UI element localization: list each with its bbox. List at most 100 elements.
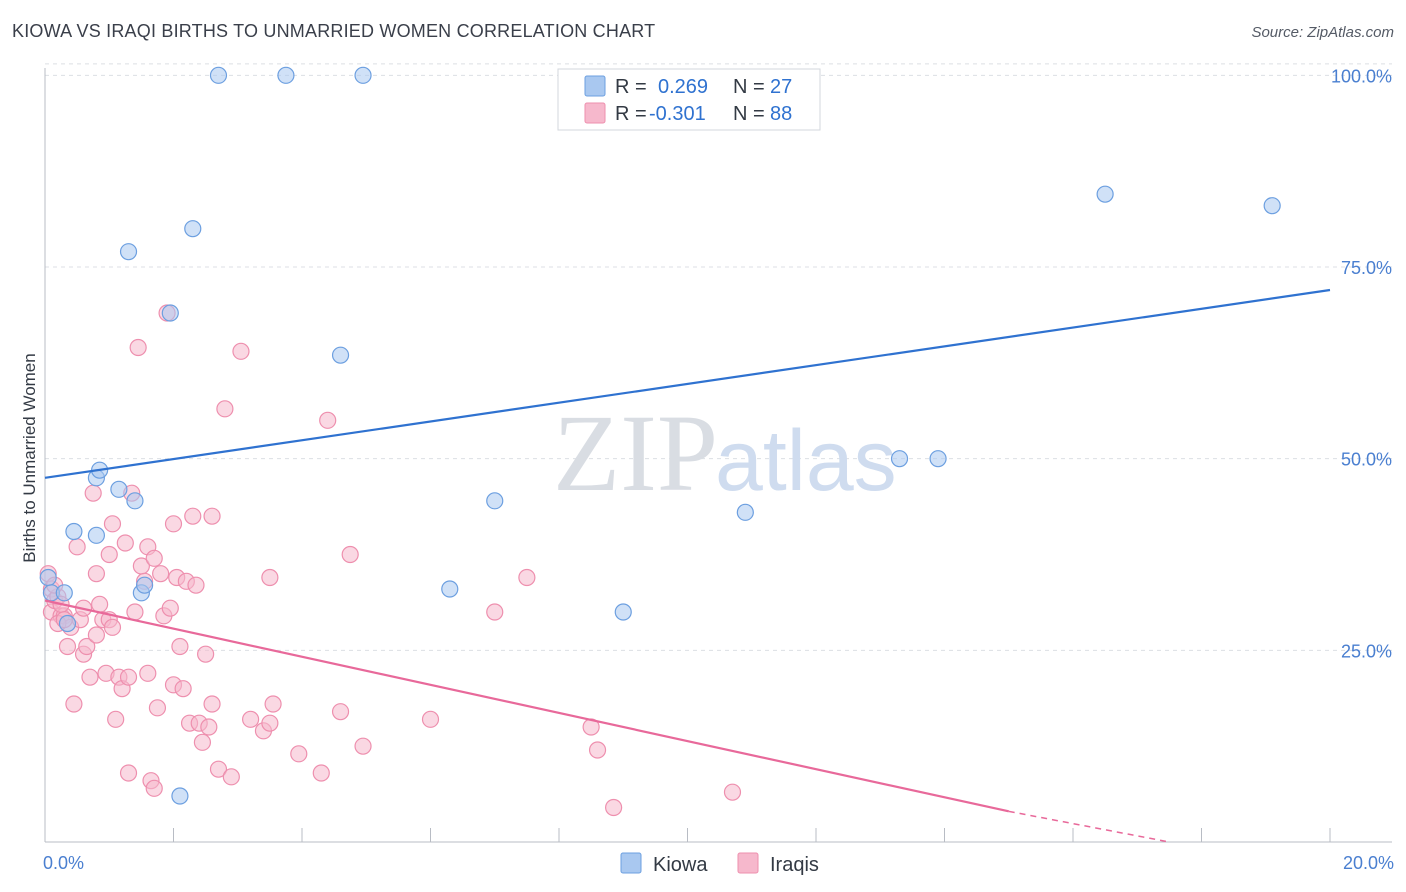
iraqi-point bbox=[84, 484, 102, 502]
iraqi-point bbox=[107, 710, 125, 728]
y-tick-label: 100.0% bbox=[1331, 66, 1392, 86]
iraqi-point bbox=[723, 783, 742, 801]
points-layer bbox=[39, 66, 1281, 817]
iraqi-point bbox=[119, 668, 138, 686]
kiowa-point bbox=[929, 450, 947, 468]
kiowa-point bbox=[65, 522, 83, 541]
iraqi-point bbox=[261, 714, 279, 732]
kiowa-point bbox=[1096, 185, 1114, 203]
iraqi-point bbox=[129, 338, 147, 357]
iraqi-point bbox=[486, 603, 504, 621]
iraqi-point bbox=[174, 680, 192, 698]
trend-layer bbox=[44, 288, 1331, 843]
kiowa-point bbox=[441, 580, 459, 598]
iraqi-point bbox=[209, 760, 228, 778]
bottom-legend-label-kiowa: Kiowa bbox=[653, 854, 708, 876]
iraqi-point bbox=[65, 695, 83, 713]
iraqi-point bbox=[68, 538, 86, 556]
iraqi-point bbox=[354, 737, 372, 755]
watermark-zip-text: ZIP bbox=[553, 392, 718, 514]
axis-layer: 25.0% 50.0% 75.0% 100.0% 0.0% 20.0% bbox=[43, 66, 1394, 873]
iraqi-point bbox=[242, 710, 260, 728]
kiowa-point bbox=[161, 304, 179, 322]
iraqi-point bbox=[126, 603, 144, 621]
iraqi-point bbox=[139, 664, 157, 682]
y-tick-label: 50.0% bbox=[1341, 450, 1392, 470]
kiowa-point bbox=[486, 492, 504, 510]
iraqi-point bbox=[116, 534, 134, 552]
bottom-legend-swatch-kiowa bbox=[620, 852, 642, 874]
iraqi-point bbox=[203, 695, 221, 713]
iraqi-point bbox=[312, 764, 330, 782]
bottom-legend-label-iraqi: Iraqis bbox=[770, 854, 819, 876]
legend-n-label-iraqi: N = bbox=[733, 103, 765, 125]
iraqi-trend-line bbox=[44, 599, 1009, 813]
iraqi-point bbox=[161, 599, 179, 617]
kiowa-point bbox=[55, 584, 73, 602]
iraqi-point bbox=[319, 411, 337, 429]
kiowa-point bbox=[126, 492, 144, 510]
x-tick-label: 20.0% bbox=[1343, 853, 1394, 873]
bottom-legend-swatch-iraqi bbox=[737, 852, 759, 874]
iraqi-point bbox=[145, 549, 163, 567]
stats-legend: R = 0.269 N = 27 R = -0.301 N = 88 bbox=[557, 68, 821, 131]
kiowa-point bbox=[87, 526, 106, 544]
iraqi-point bbox=[187, 576, 205, 594]
iraqi-point bbox=[78, 637, 96, 656]
kiowa-point bbox=[135, 576, 154, 594]
legend-r-value-kiowa: 0.269 bbox=[658, 76, 708, 98]
kiowa-point bbox=[331, 346, 350, 364]
iraqi-point bbox=[103, 515, 122, 533]
kiowa-point bbox=[614, 603, 632, 621]
iraqi-point bbox=[421, 710, 440, 728]
iraqi-point bbox=[119, 764, 138, 782]
series-legend: Kiowa Iraqis bbox=[620, 852, 819, 876]
iraqi-point bbox=[164, 515, 183, 533]
iraqi-point bbox=[261, 568, 279, 587]
iraqi-point bbox=[264, 695, 282, 713]
kiowa-point bbox=[184, 220, 202, 238]
kiowa-trend-line bbox=[44, 288, 1331, 479]
iraqi-point bbox=[87, 565, 106, 583]
y-axis-label: Births to Unmarried Women bbox=[20, 353, 39, 562]
kiowa-point bbox=[58, 614, 77, 633]
legend-n-value-iraqi: 88 bbox=[770, 103, 792, 125]
kiowa-point bbox=[890, 450, 909, 468]
iraqi-point bbox=[87, 626, 106, 644]
iraqi-point bbox=[145, 779, 163, 797]
legend-swatch-iraqi bbox=[584, 102, 606, 124]
chart-title: KIOWA VS IRAQI BIRTHS TO UNMARRIED WOMEN… bbox=[12, 21, 656, 41]
legend-n-label-kiowa: N = bbox=[733, 76, 765, 98]
iraqi-trend-extension bbox=[1008, 810, 1170, 843]
kiowa-point bbox=[736, 503, 754, 521]
iraqi-point bbox=[200, 718, 218, 736]
iraqi-point bbox=[331, 703, 350, 721]
grid-layer bbox=[45, 63, 1392, 651]
watermark-atlas-text: atlas bbox=[715, 413, 897, 509]
legend-n-value-kiowa: 27 bbox=[770, 76, 792, 98]
iraqi-point bbox=[197, 645, 215, 663]
x-tick-label: 0.0% bbox=[43, 853, 84, 873]
iraqi-point bbox=[193, 733, 212, 751]
iraqi-point bbox=[588, 741, 607, 759]
iraqi-point bbox=[148, 699, 167, 717]
iraqi-point bbox=[232, 342, 250, 360]
chart-source: Source: ZipAtlas.com bbox=[1251, 24, 1394, 41]
legend-r-value-iraqi: -0.301 bbox=[649, 103, 706, 125]
iraqi-point bbox=[58, 637, 77, 656]
iraqi-point bbox=[341, 545, 359, 564]
iraqi-point bbox=[203, 507, 221, 525]
iraqi-point bbox=[222, 768, 240, 786]
iraqi-point bbox=[290, 745, 308, 763]
y-tick-label: 25.0% bbox=[1341, 641, 1392, 661]
legend-r-label-kiowa: R = bbox=[615, 76, 647, 98]
iraqi-point bbox=[152, 565, 170, 583]
kiowa-point bbox=[110, 480, 128, 498]
iraqi-point bbox=[103, 618, 122, 636]
legend-swatch-kiowa bbox=[584, 75, 606, 97]
iraqi-point bbox=[100, 545, 118, 564]
legend-r-label-iraqi: R = bbox=[615, 103, 647, 125]
iraqi-point bbox=[184, 507, 202, 525]
kiowa-point bbox=[1263, 197, 1281, 215]
